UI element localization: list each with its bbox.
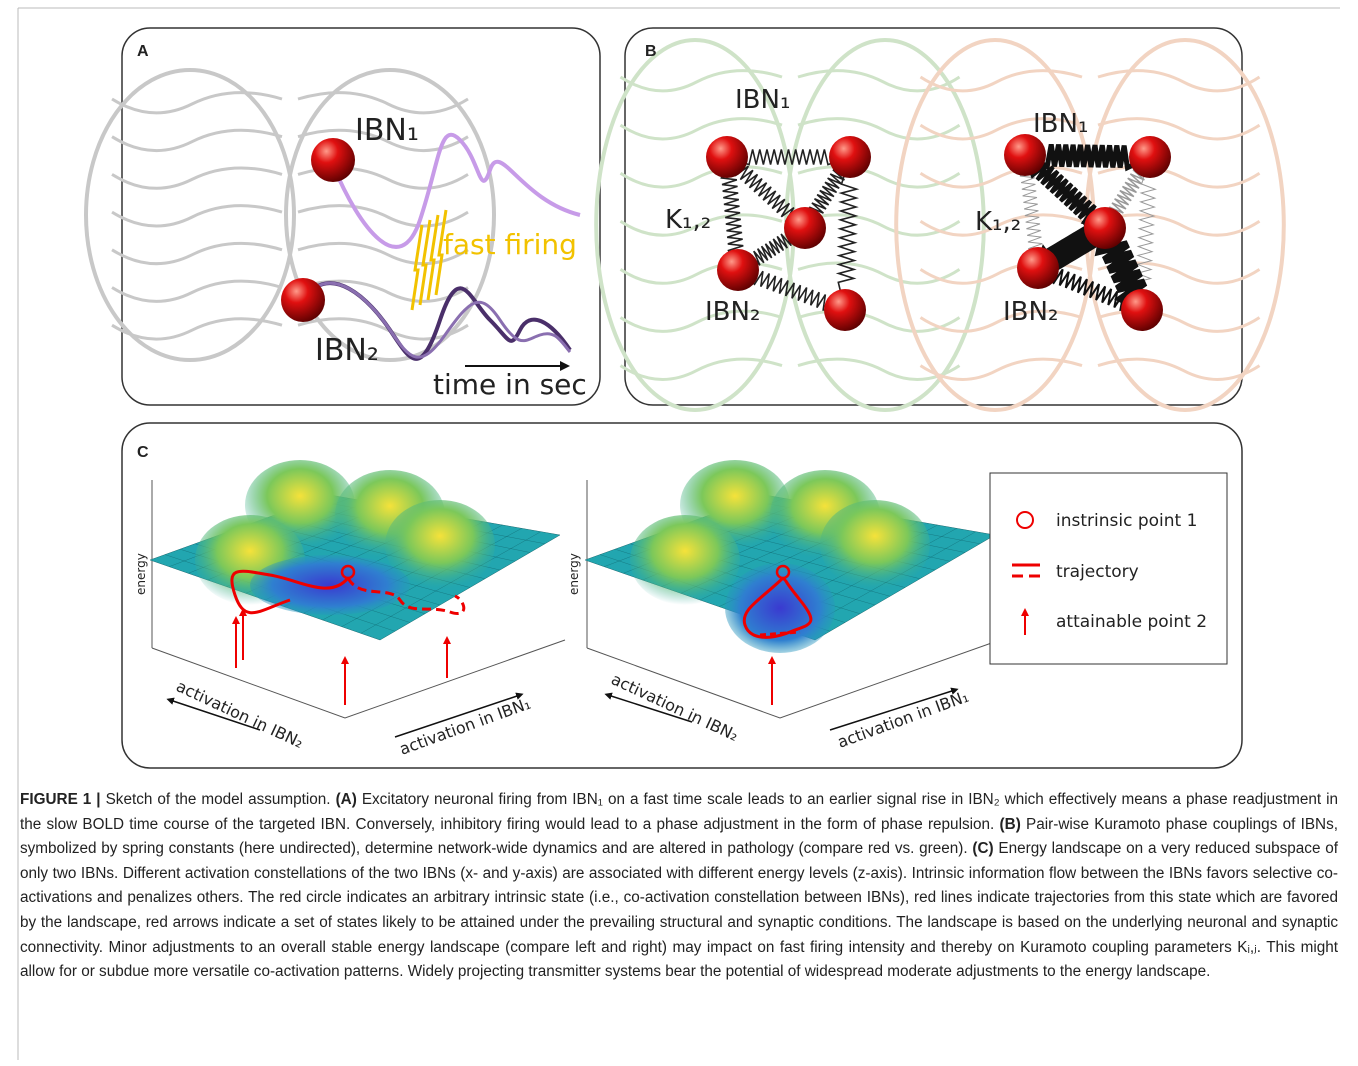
node-sphere (717, 249, 759, 291)
ibn-label: IBN₂ (705, 297, 760, 327)
x-axis-label: activation in IBN₁ (835, 687, 971, 752)
brain-gyrus (798, 263, 960, 283)
node-sphere (1121, 289, 1163, 331)
node-sphere (706, 136, 748, 178)
brain-gyrus (1098, 119, 1260, 139)
brain-gyrus (798, 311, 960, 331)
caption-run: (B) (1000, 816, 1021, 833)
brain-gyrus (621, 119, 783, 139)
node-sphere (784, 207, 826, 249)
node-sphere (1004, 134, 1046, 176)
legend-label: attainable point 2 (1056, 612, 1207, 632)
caption-run: (C) (972, 840, 993, 857)
node-sphere (311, 138, 355, 182)
y-axis-label: activation in IBN₂ (173, 676, 306, 752)
panel-label: B (645, 43, 657, 60)
k-label: K₁,₂ (975, 207, 1021, 237)
caption-run: (A) (336, 791, 357, 808)
z-axis-label: energy (567, 553, 581, 595)
brain-gyrus (798, 167, 960, 187)
brain-gyrus (798, 119, 960, 139)
node-sphere (281, 278, 325, 322)
brain-gyrus (112, 168, 282, 188)
legend-label: trajectory (1056, 562, 1139, 582)
k-label: K₁,₂ (665, 205, 711, 235)
z-axis-label: energy (134, 553, 148, 595)
brain-gyrus (112, 130, 282, 150)
caption-run: FIGURE 1 | (20, 791, 101, 808)
brain-gyrus (112, 206, 282, 226)
x-axis-label: activation in IBN₁ (397, 694, 533, 759)
brain-gyrus (1098, 167, 1260, 187)
ibn-label: IBN₁ (1033, 109, 1088, 139)
brain-gyrus (112, 281, 282, 301)
caption-run: Energy landscape on a very reduced subsp… (20, 840, 1338, 980)
caption-run: Sketch of the model assumption. (101, 791, 336, 808)
time-label: time in sec (433, 368, 587, 401)
brain-gyrus (112, 243, 282, 263)
ibn-label: IBN₂ (315, 333, 379, 368)
spring (838, 157, 856, 310)
node-sphere (1017, 247, 1059, 289)
caption: FIGURE 1 | Sketch of the model assumptio… (20, 788, 1338, 985)
ibn-label: IBN₁ (735, 85, 790, 115)
surface-peak (630, 515, 740, 605)
legend-label: instrinsic point 1 (1056, 511, 1197, 531)
node-sphere (824, 289, 866, 331)
ibn-label: IBN₂ (1003, 297, 1058, 327)
panel-label: A (137, 43, 149, 60)
surface-peak (820, 500, 930, 590)
node-sphere (1129, 136, 1171, 178)
ibn-label: IBN₁ (355, 113, 419, 148)
node-sphere (829, 136, 871, 178)
brain-gyrus (621, 167, 783, 187)
fast-firing-label: fast firing (443, 228, 577, 261)
node-sphere (1084, 207, 1126, 249)
panel-label: C (137, 444, 149, 461)
y-axis-label: activation in IBN₂ (608, 669, 741, 745)
page: A B C IBN₁ IBN₂ fast firing time in sec … (0, 0, 1358, 1066)
